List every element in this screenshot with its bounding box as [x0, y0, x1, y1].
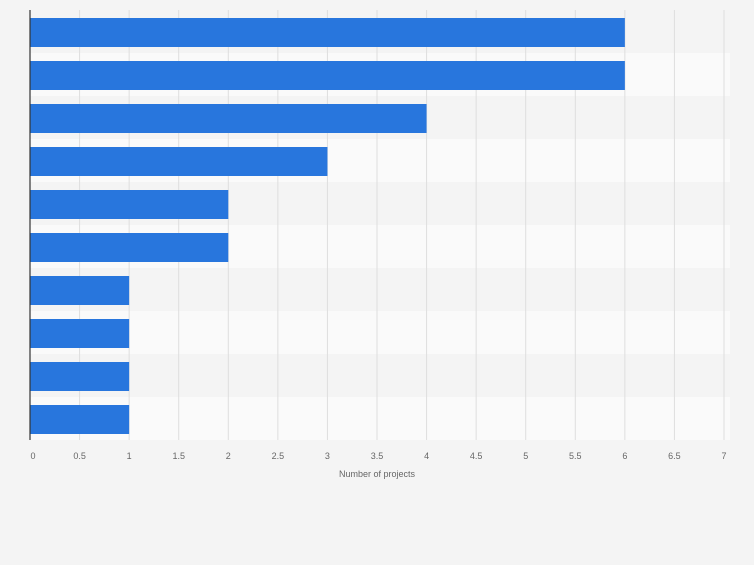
x-tick-label: 3 — [325, 451, 330, 461]
x-tick-label: 7 — [721, 451, 726, 461]
bar — [30, 276, 130, 305]
bar — [30, 319, 130, 348]
row-band — [30, 354, 730, 397]
x-tick-label: 3.5 — [371, 451, 384, 461]
x-tick-label: 5.5 — [569, 451, 582, 461]
row-band — [30, 397, 730, 440]
bar — [30, 190, 229, 219]
x-tick-label: 0.5 — [73, 451, 86, 461]
bars — [30, 18, 625, 434]
x-tick-label: 2 — [226, 451, 231, 461]
x-tick-label: 1.5 — [172, 451, 185, 461]
x-axis-label: Number of projects — [339, 469, 416, 479]
bar — [30, 104, 427, 133]
bar — [30, 362, 130, 391]
bar — [30, 147, 328, 176]
bar — [30, 61, 625, 90]
x-tick-label: 2.5 — [272, 451, 285, 461]
x-tick-label: 5 — [523, 451, 528, 461]
x-tick-label: 4 — [424, 451, 429, 461]
bar — [30, 233, 229, 262]
x-tick-label: 1 — [127, 451, 132, 461]
bar — [30, 405, 130, 434]
bar — [30, 18, 625, 47]
x-tick-label: 6.5 — [668, 451, 681, 461]
row-band — [30, 311, 730, 354]
x-tick-label: 6 — [622, 451, 627, 461]
x-tick-labels: 0 0.5 1 1.5 2 2.5 3 3.5 4 4.5 5 5.5 6 6.5 7 — [30, 451, 726, 461]
x-tick-label: 4.5 — [470, 451, 483, 461]
x-tick-label: 0 — [30, 451, 35, 461]
row-band — [30, 268, 730, 311]
